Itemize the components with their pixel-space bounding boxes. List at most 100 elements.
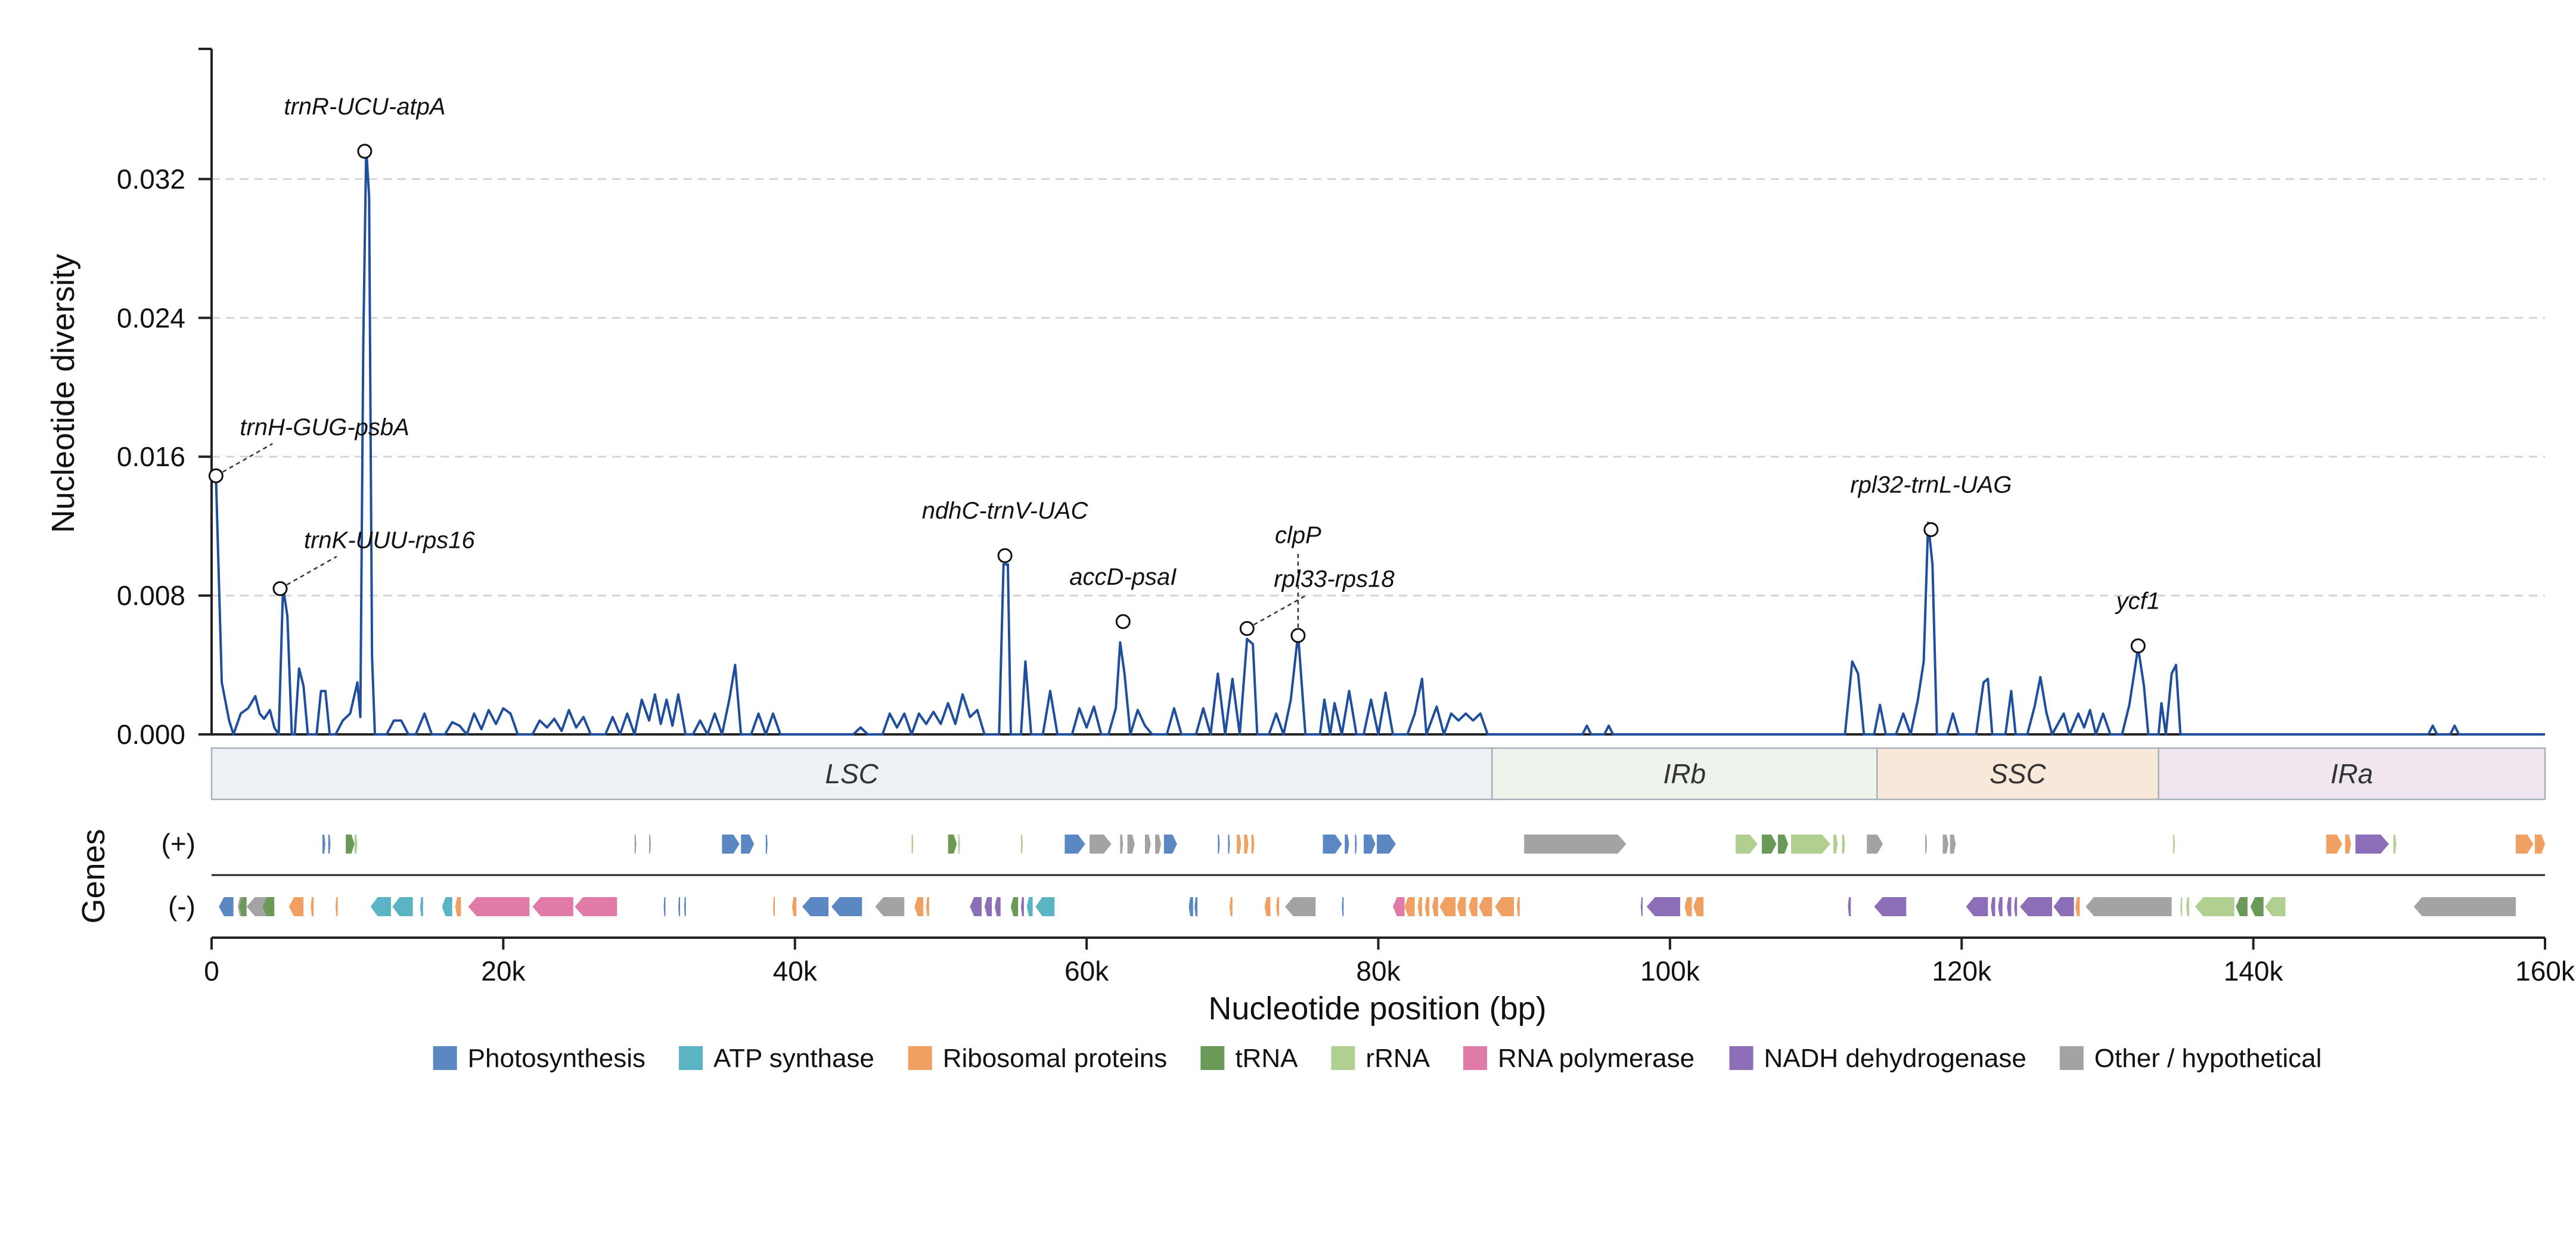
gene-other — [2085, 897, 2172, 916]
peak-marker — [1239, 621, 1255, 636]
gene-track-label: (+) — [162, 828, 196, 859]
gene-ndh — [1646, 897, 1681, 916]
x-tick-label: 40k — [773, 956, 818, 987]
gene-other — [1284, 897, 1316, 916]
gene-ribo — [926, 897, 929, 916]
gene-ribo — [1404, 897, 1415, 916]
gene-ribo — [1693, 897, 1704, 916]
gene-tracks: (+) (-) — [162, 828, 2545, 922]
gene-ribo — [1439, 897, 1456, 916]
gene-ndh — [2020, 897, 2052, 916]
gene-trna — [239, 897, 247, 916]
peak-annotations: trnR-UCU-atpA trnH-GUG-psbA trnK-UUU-rps16… — [208, 94, 2160, 654]
peak-label: ycf1 — [2115, 588, 2160, 615]
region-label: SSC — [1990, 758, 2046, 789]
gene-atp — [442, 897, 452, 916]
gene-ndh — [2014, 897, 2018, 916]
legend-label-trna: tRNA — [1235, 1044, 1298, 1073]
region-label: IRb — [1663, 758, 1706, 789]
gene-ribo — [2516, 835, 2534, 854]
y-gridlines — [212, 178, 2545, 597]
y-tick-label: 0.008 — [117, 580, 185, 611]
gene-ribo — [1251, 835, 1255, 854]
gene-ndh — [1640, 897, 1643, 916]
gene-ribo — [288, 897, 304, 916]
gene-ribo — [914, 897, 924, 916]
gene-photo — [1194, 897, 1198, 916]
gene-atp — [370, 897, 391, 916]
diversity-line — [211, 146, 2545, 736]
gene-ndh — [984, 897, 992, 916]
gene-ndh — [2355, 835, 2389, 854]
gene-ribo — [1237, 835, 1242, 854]
gene-ndh — [1998, 897, 2003, 916]
gene-track-label: (-) — [168, 891, 195, 922]
gene-rrna — [2173, 835, 2175, 854]
gene-ndh — [2007, 897, 2012, 916]
gene-photo — [1064, 835, 1085, 854]
gene-other — [1145, 835, 1151, 854]
peak-marker — [208, 468, 224, 483]
gene-ribo — [1469, 897, 1478, 916]
gene-other — [1925, 835, 1928, 854]
gene-photo — [678, 897, 680, 916]
gene-ndh — [1991, 897, 1995, 916]
gene-photo — [1345, 835, 1349, 854]
region-ira — [2158, 747, 2546, 801]
peak-marker — [2130, 638, 2146, 654]
gene-photo — [831, 897, 862, 916]
gene-photo — [802, 897, 829, 916]
gene-rrna — [2393, 835, 2397, 854]
gene-rrna — [911, 835, 914, 854]
gene-trna — [346, 835, 355, 854]
gene-ribo — [2534, 835, 2545, 854]
legend-swatch-ribo — [908, 1046, 932, 1070]
peak-label: trnK-UUU-rps16 — [304, 527, 475, 553]
peak-marker — [357, 144, 373, 159]
legend-label-ribo: Ribosomal proteins — [943, 1044, 1168, 1073]
gene-photo — [1355, 835, 1357, 854]
legend: Photosynthesis ATP synthase Ribosomal prot… — [433, 1044, 2321, 1073]
gene-ribo — [1424, 897, 1430, 916]
gene-rrna — [2265, 897, 2286, 916]
gene-trna — [948, 835, 957, 854]
gene-ndh — [2053, 897, 2074, 916]
gene-atp — [1026, 897, 1033, 916]
gene-ndh — [1021, 897, 1024, 916]
gene-trna — [1777, 835, 1789, 854]
gene-ndh — [970, 897, 982, 916]
y-axis-title: Nucleotide diversity — [45, 254, 81, 533]
gene-ribo — [311, 897, 314, 916]
peak-marker — [997, 548, 1013, 563]
y-tick-label: 0.024 — [117, 302, 185, 333]
gene-ribo — [1264, 897, 1271, 916]
gene-rnap — [1392, 897, 1405, 916]
gene-rrna — [2180, 897, 2183, 916]
peak-marker — [1290, 628, 1306, 643]
gene-other — [1950, 835, 1956, 854]
gene-photo — [1163, 835, 1177, 854]
gene-ribo — [2345, 835, 2351, 854]
gene-rnap — [468, 897, 530, 916]
gene-photo — [322, 835, 325, 854]
gene-rrna — [958, 835, 960, 854]
gene-ndh — [1874, 897, 1907, 916]
legend-label-atp: ATP synthase — [713, 1044, 874, 1073]
gene-atp — [392, 897, 413, 916]
region-lsc — [210, 747, 1493, 801]
legend-swatch-trna — [1200, 1046, 1225, 1070]
gene-rrna — [1021, 835, 1023, 854]
gene-trna — [2250, 897, 2264, 916]
gene-ndh — [1848, 897, 1851, 916]
x-tick-label: 80k — [1356, 956, 1401, 987]
x-axis-title: Nucleotide position (bp) — [1208, 991, 1546, 1026]
peak-label: rpl32-trnL-UAG — [1850, 472, 2012, 498]
gene-other — [634, 835, 637, 854]
genome-region-bar: LSC IRb SSC IRa — [210, 747, 2546, 801]
annotation-leader — [1246, 594, 1307, 629]
gene-other — [1090, 835, 1112, 854]
region-label: LSC — [825, 758, 879, 789]
y-tick-label: 0.032 — [117, 163, 185, 194]
gene-ribo — [2326, 835, 2342, 854]
gene-other — [1155, 835, 1161, 854]
